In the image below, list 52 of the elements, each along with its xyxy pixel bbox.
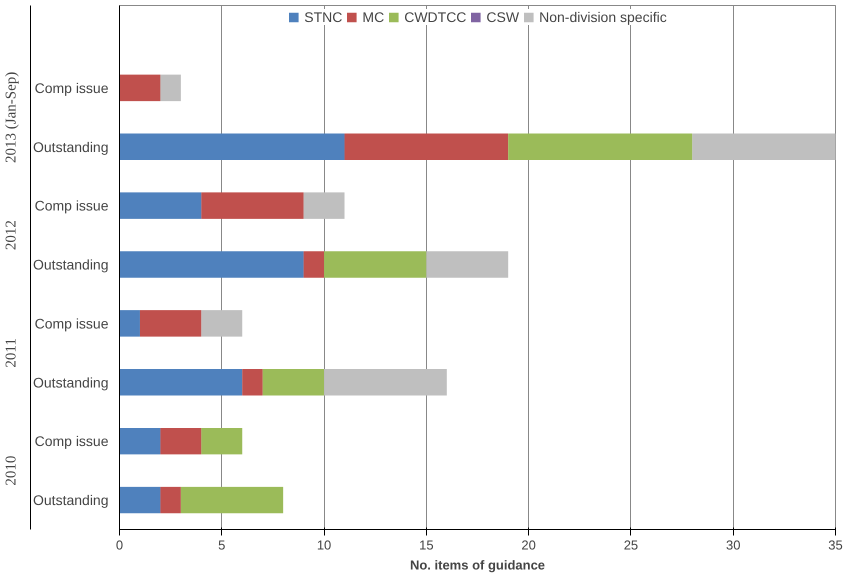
bar (201, 310, 242, 337)
bar (160, 74, 181, 102)
x-tick-label: 10 (316, 538, 332, 552)
bar (180, 486, 284, 514)
y-tick-label: Comp issue (34, 198, 109, 214)
x-tick-label: 15 (419, 538, 434, 552)
legend-label: CSW (486, 9, 520, 25)
bar (426, 251, 508, 278)
bar (120, 486, 160, 514)
y-tick-label: Comp issue (34, 433, 109, 450)
bar (304, 192, 345, 219)
bar (120, 74, 160, 102)
y-tick-label: Comp issue (34, 80, 109, 96)
bar (324, 251, 426, 278)
x-tick-label: 35 (828, 538, 843, 552)
bar (160, 428, 202, 454)
text: 2011 (4, 338, 20, 368)
y-tick-label: Outstanding (33, 374, 109, 390)
legend-label: STNC (304, 9, 342, 25)
text: 2010 (4, 456, 20, 486)
bar (120, 428, 160, 454)
y-tick-label: Outstanding (33, 492, 109, 508)
x-tick-label: 30 (726, 538, 740, 552)
y-tick-label: Comp issue (34, 315, 109, 332)
x-tick-label: 5 (218, 538, 226, 552)
bar (324, 369, 447, 396)
x-tick-label: 25 (624, 538, 638, 552)
x-axis-title: No. items of guidance (410, 558, 546, 572)
text: 2013 (Jan-Sep) (4, 72, 20, 163)
legend-label: Non-division specific (539, 9, 667, 25)
y-tick-label: Outstanding (33, 138, 109, 155)
bar (242, 369, 263, 396)
bar (160, 486, 181, 514)
bar (120, 134, 345, 160)
bar (344, 134, 508, 160)
x-tick-label: 0 (116, 538, 124, 552)
bar (692, 134, 836, 160)
y-tick-label: Outstanding (33, 256, 109, 273)
legend-label: CWDTCC (404, 9, 466, 25)
bar (120, 192, 202, 219)
text: 2012 (4, 220, 20, 250)
bar (120, 251, 304, 278)
bar (201, 192, 304, 219)
bar (304, 251, 324, 278)
bar (120, 369, 242, 396)
bar (508, 134, 692, 160)
bar (262, 369, 324, 396)
bar (140, 310, 202, 337)
bar (120, 310, 140, 337)
x-tick-label: 20 (521, 538, 536, 552)
legend-label: MC (362, 9, 384, 25)
bar (201, 428, 242, 454)
